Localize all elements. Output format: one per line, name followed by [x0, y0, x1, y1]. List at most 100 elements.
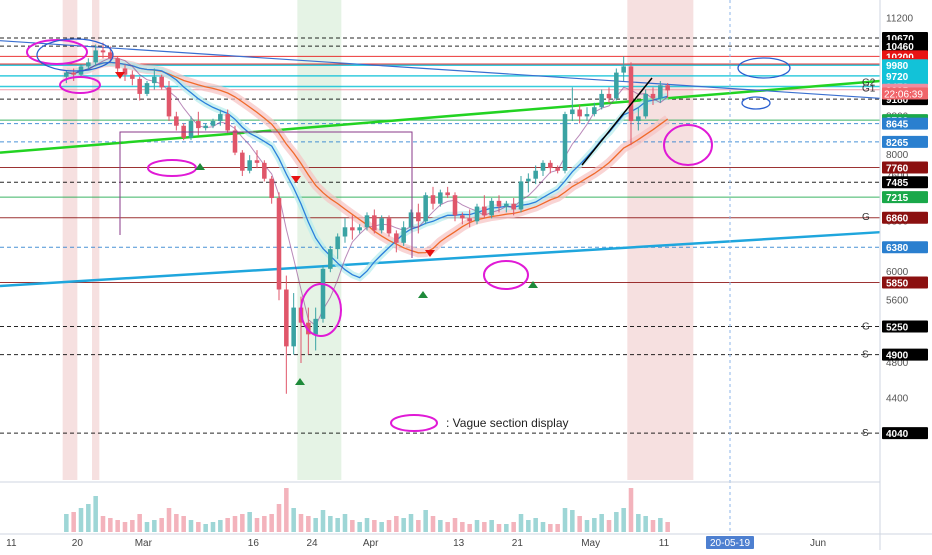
- candle-body: [284, 289, 289, 347]
- volume-bar: [452, 518, 458, 532]
- candle-body: [130, 74, 135, 79]
- price-label-text: 5250: [886, 323, 909, 334]
- volume-bar: [526, 520, 531, 532]
- price-tick-label: 4800: [886, 358, 909, 369]
- volume-bar: [584, 520, 590, 532]
- blue-sketch-ellipse: [36, 38, 114, 72]
- volume-bar: [181, 516, 186, 532]
- candle-body: [203, 125, 208, 129]
- volume-bar: [188, 520, 194, 532]
- volume-bar: [342, 514, 348, 532]
- candle-body: [467, 218, 472, 222]
- vague-section-ellipse: [663, 124, 713, 166]
- volume-bar: [489, 520, 494, 532]
- candle-body: [570, 109, 575, 115]
- candle-body: [621, 66, 626, 73]
- candle-body: [262, 162, 267, 179]
- price-tick-label: 8000: [886, 150, 909, 161]
- candle-body: [328, 249, 333, 269]
- candle-body: [342, 227, 348, 237]
- candle-body: [372, 215, 377, 231]
- level-lines-layer: [0, 37, 881, 434]
- price-label-text: 7215: [886, 193, 909, 204]
- candle-body: [335, 236, 340, 250]
- volume-bar: [577, 516, 582, 532]
- candle-body: [599, 93, 604, 108]
- countdown-text: 22:06:39: [884, 89, 923, 100]
- volume-bar: [320, 510, 326, 532]
- volume-bar: [364, 518, 370, 532]
- volume-bar: [254, 518, 260, 532]
- candle-body: [555, 168, 560, 171]
- candle-body: [526, 178, 531, 182]
- volume-bar: [511, 522, 516, 532]
- candle-body: [86, 62, 91, 67]
- price-label-box: [882, 135, 928, 148]
- candle-body: [210, 121, 216, 126]
- volume-bar: [100, 516, 106, 532]
- vague-section-ellipse: [483, 260, 529, 290]
- volume-bar: [496, 524, 502, 532]
- price-label-box: [882, 276, 928, 289]
- candle-body: [144, 83, 150, 94]
- blue-sketch-ellipse: [737, 57, 791, 79]
- candle-body: [240, 152, 245, 171]
- volume-bar: [276, 504, 282, 532]
- time-tick-label: 24: [306, 538, 318, 549]
- volume-bar: [64, 514, 69, 532]
- volume-bar: [284, 488, 289, 532]
- blue-trendline: [0, 230, 881, 288]
- buy-marker: [295, 378, 305, 385]
- price-tick-label: 5600: [886, 295, 909, 306]
- candle-body: [71, 72, 76, 75]
- volume-bar: [328, 516, 333, 532]
- buy-marker: [195, 163, 205, 170]
- price-label-text: 8265: [886, 138, 909, 149]
- candle-body: [650, 93, 656, 99]
- price-label-text: 10200: [886, 52, 914, 63]
- volume-bar: [240, 514, 245, 532]
- candle-body: [232, 130, 238, 153]
- volume-bar: [298, 514, 304, 532]
- volume-bar: [203, 524, 208, 532]
- price-label-box: [882, 117, 928, 130]
- vague-section-ellipse: [26, 39, 88, 65]
- candle-body: [100, 50, 106, 53]
- buy-marker: [418, 291, 428, 298]
- volume-bar: [247, 512, 252, 532]
- price-tick-label: 6000: [886, 267, 909, 278]
- ribbon-layer: [65, 57, 671, 327]
- volume-bar: [423, 510, 428, 532]
- time-tick-label: 20: [72, 538, 84, 549]
- price-label-text: 9980: [886, 61, 909, 72]
- volume-bar: [606, 520, 612, 532]
- candle-body: [93, 50, 98, 63]
- price-label-text: 7760: [886, 164, 909, 175]
- price-label-text: 10670: [886, 34, 914, 45]
- time-tick-label: 13: [453, 538, 465, 549]
- candle-body: [445, 192, 450, 196]
- time-tick-label: 11: [659, 538, 670, 549]
- volume-bar: [533, 518, 538, 532]
- candle-body: [430, 195, 436, 204]
- candle-body: [313, 318, 318, 335]
- candle-body: [269, 178, 274, 199]
- candle-body: [196, 121, 201, 129]
- volume-bar: [599, 514, 604, 532]
- volume-bar: [592, 518, 597, 532]
- volume-bar: [430, 516, 436, 532]
- volume-bar: [467, 524, 472, 532]
- volume-bar: [401, 518, 406, 532]
- volume-bar: [504, 524, 509, 532]
- volume-bar: [482, 522, 487, 532]
- volume-bar: [408, 514, 414, 532]
- volume-bar: [562, 508, 568, 532]
- candle-body: [394, 233, 399, 243]
- price-label-box: [882, 241, 928, 254]
- volume-bar: [474, 520, 480, 532]
- candle-body: [291, 307, 296, 347]
- candle-body: [320, 268, 326, 319]
- volume-bar: [386, 520, 392, 532]
- candle-body: [460, 215, 465, 219]
